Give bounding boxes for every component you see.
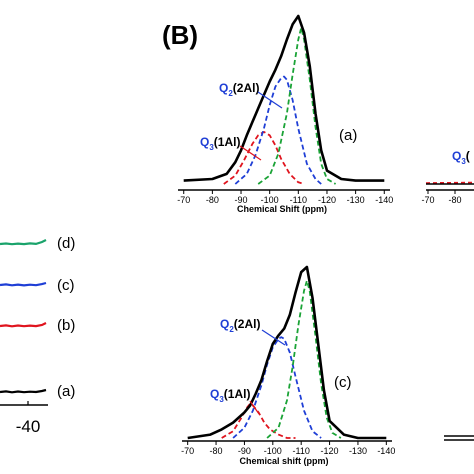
panel-a-q2-sub: 2 — [228, 89, 233, 98]
panel-a-xlabel: Chemical Shift (ppm) — [237, 204, 327, 214]
panel-c-q3-rest: (1Al) — [224, 387, 251, 401]
panel-a-tick-label: -130 — [347, 195, 365, 205]
spectrum-panel-a: -70 -80 -90 -100 -110 -120 -130 -140 Chemical S… — [177, 14, 393, 214]
panel-a-tick-label: -100 — [261, 195, 279, 205]
trace-c-line — [0, 281, 47, 287]
panel-c-tick-label: -130 — [349, 446, 367, 456]
right-q3-paren: ( — [466, 149, 470, 163]
panel-a-tick-label: -80 — [206, 195, 219, 205]
panel-a-q3-curve — [223, 131, 305, 185]
panel-a-q3-letter: Q — [200, 135, 209, 149]
panel-c-q3-curve — [221, 402, 296, 439]
trace-a-label: (a) — [57, 383, 75, 400]
panel-c-q4-curve — [266, 279, 342, 439]
panel-a-total-curve — [183, 14, 385, 182]
figure-label: (B) — [162, 20, 198, 50]
panel-a-q2-curve — [234, 75, 322, 185]
trace-b-line — [0, 322, 47, 328]
right-q3-letter: Q — [452, 149, 461, 163]
trace-b-label: (b) — [57, 317, 75, 334]
panel-a-q3-annotation: Q3(1Al) — [200, 135, 240, 152]
right-red-trace — [425, 181, 474, 184]
right-tick-label-2: -80 — [448, 195, 461, 205]
right-tick-label: -70 — [421, 195, 434, 205]
panel-a-tick-label: -90 — [235, 195, 248, 205]
panel-c-q2-curve — [232, 336, 322, 439]
panel-c-tick-label: -110 — [293, 446, 310, 456]
panel-a-tick-label: -140 — [375, 195, 393, 205]
panel-c-q2-letter: Q — [220, 317, 229, 331]
right-panel-fragment: Q3( -70 -80 — [421, 149, 474, 441]
panel-c-q2-rest: (2Al) — [234, 317, 261, 331]
panel-c-q3-letter: Q — [210, 387, 219, 401]
panel-c-q3-pointer — [249, 400, 260, 415]
panel-a-q2-annotation: Q2(2Al) — [219, 81, 259, 98]
panel-c-tick-label: -140 — [377, 446, 395, 456]
panel-a-q3-pointer — [239, 145, 262, 161]
panel-c-tick-label: -70 — [181, 446, 194, 456]
left-tick-label: -40 — [16, 417, 41, 436]
panel-c-total-curve — [187, 265, 387, 440]
left-panel: (d) (c) (b) (a) -40 — [0, 235, 75, 436]
right-q3-annotation: Q3( — [452, 149, 470, 166]
panel-c-q3-sub: 3 — [219, 395, 224, 404]
panel-a-q2-letter: Q — [219, 81, 228, 95]
panel-c-q2-pointer — [261, 329, 286, 346]
trace-d-line — [0, 239, 47, 246]
trace-d-label: (d) — [57, 235, 75, 252]
panel-c-tick-label: -90 — [238, 446, 251, 456]
panel-c-tick-label: -120 — [321, 446, 339, 456]
panel-c-q2-sub: 2 — [229, 325, 234, 334]
panel-c-q2-annotation: Q2(2Al) — [220, 317, 260, 334]
panel-a-tick-label: -110 — [290, 195, 307, 205]
panel-a-tick-label: -120 — [318, 195, 336, 205]
panel-a-q3-rest: (1Al) — [214, 135, 241, 149]
panel-a-tick-label: -70 — [177, 195, 190, 205]
panel-c-tick-label: -80 — [210, 446, 223, 456]
panel-a-q2-pointer — [257, 91, 283, 109]
trace-c-label: (c) — [57, 277, 75, 294]
trace-a-line — [0, 388, 47, 394]
spectrum-panel-c: -70 -80 -90 -100 -110 -120 -130 -140 Chemical s… — [181, 265, 395, 466]
panel-c-tick-label: -100 — [264, 446, 282, 456]
panel-c-xlabel: Chemical shift (ppm) — [239, 456, 328, 466]
panel-a-q3-sub: 3 — [209, 143, 214, 152]
right-q3-sub: 3 — [461, 157, 466, 166]
panel-a-q2-rest: (2Al) — [233, 81, 260, 95]
panel-c-label: (c) — [334, 374, 352, 391]
panel-a-label: (a) — [339, 127, 357, 144]
panel-c-q3-annotation: Q3(1Al) — [210, 387, 250, 404]
